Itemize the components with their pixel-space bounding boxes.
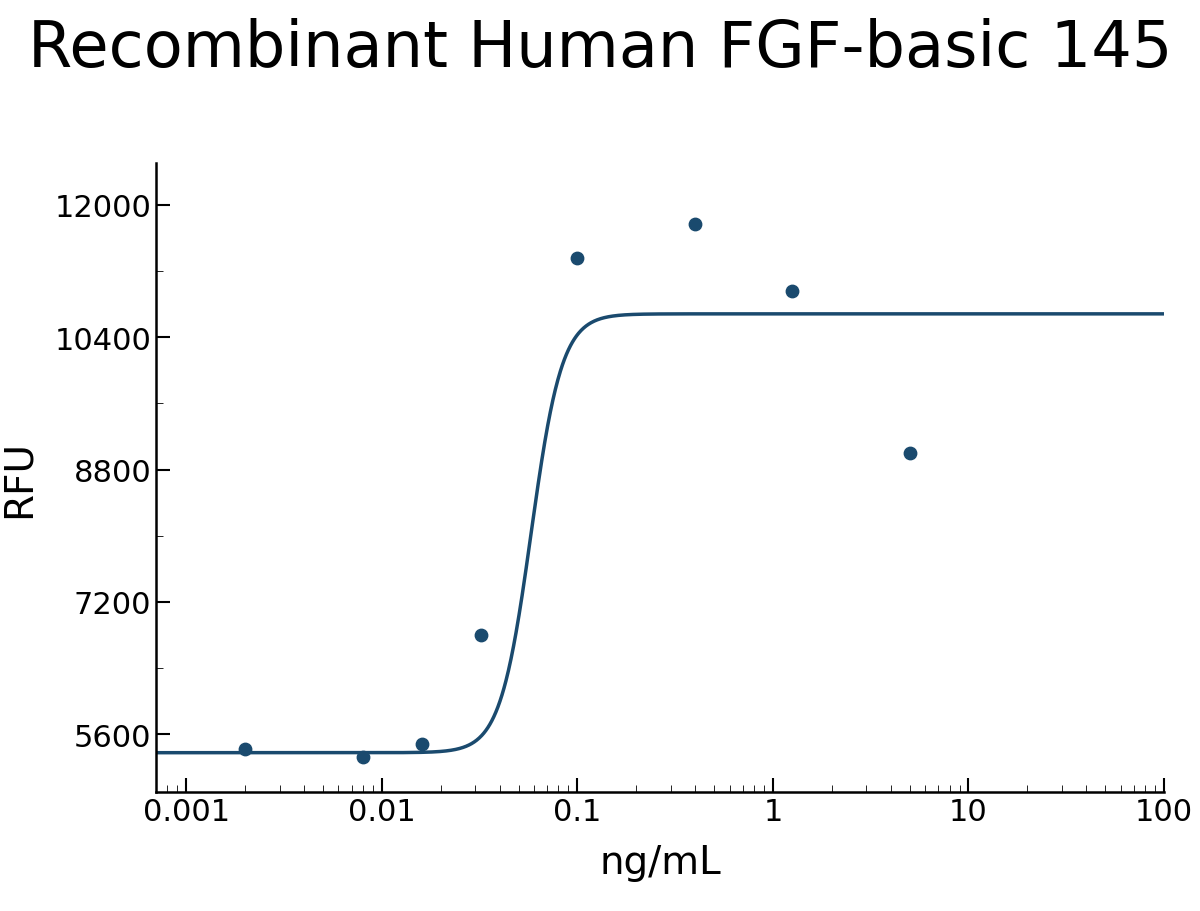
Point (472, 629, 491, 643)
Point (412, 736, 431, 751)
Point (685, 218, 704, 232)
Text: Recombinant Human FGF-basic 145: Recombinant Human FGF-basic 145 (28, 18, 1172, 80)
Point (782, 285, 802, 300)
Y-axis label: RFU: RFU (0, 439, 37, 517)
X-axis label: ng/mL: ng/mL (599, 843, 721, 881)
Point (900, 446, 919, 461)
Point (353, 750, 372, 764)
Point (235, 742, 254, 756)
Point (568, 251, 587, 266)
